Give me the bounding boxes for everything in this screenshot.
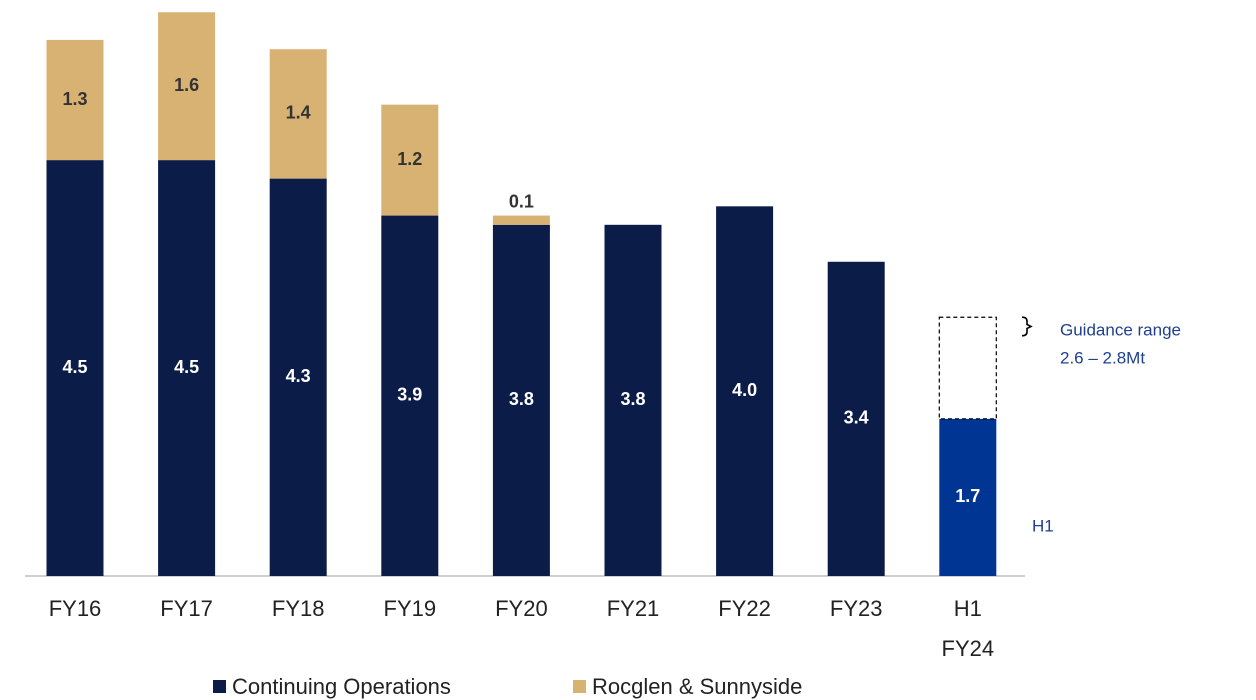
data-label: 1.3 xyxy=(62,89,87,109)
bar-segment xyxy=(492,224,550,576)
x-tick-label: FY23 xyxy=(830,596,883,621)
bar-segment xyxy=(46,160,104,576)
legend-swatch xyxy=(213,680,226,693)
legend-label: Continuing Operations xyxy=(232,674,451,699)
data-label: 4.3 xyxy=(286,366,311,386)
data-label: 3.9 xyxy=(397,385,422,405)
bar-segment xyxy=(269,178,327,576)
x-tick-label: FY22 xyxy=(718,596,771,621)
guidance-label: 2.6 – 2.8Mt xyxy=(1060,348,1145,367)
data-label: 1.4 xyxy=(286,103,311,123)
bar-segment xyxy=(269,49,327,179)
data-label: 3.4 xyxy=(844,408,869,428)
data-label: 3.8 xyxy=(509,389,534,409)
bar-segment xyxy=(158,12,216,161)
data-label: 1.7 xyxy=(955,486,980,506)
legend-label: Rocglen & Sunnyside xyxy=(592,674,802,699)
bar-segment xyxy=(716,206,774,577)
annotation: H1 xyxy=(1032,516,1054,535)
data-label: 1.6 xyxy=(174,75,199,95)
bar-segment xyxy=(492,215,550,225)
x-tick-label: FY17 xyxy=(160,596,213,621)
bar-segment xyxy=(827,261,885,576)
bar-segment xyxy=(939,418,997,576)
data-label: 1.2 xyxy=(397,149,422,169)
bar-segment xyxy=(158,160,216,576)
data-label: 4.0 xyxy=(732,380,757,400)
legend-swatch xyxy=(573,680,586,693)
data-label: 4.5 xyxy=(174,357,199,377)
bar-segment xyxy=(381,215,439,576)
x-tick-label: FY20 xyxy=(495,596,548,621)
bar-segment xyxy=(381,104,439,216)
guidance-label: Guidance range xyxy=(1060,320,1181,339)
guidance-box xyxy=(938,316,997,420)
x-tick-label: H1 FY24 xyxy=(942,596,995,661)
x-tick-label: FY16 xyxy=(49,596,102,621)
x-tick-label: FY21 xyxy=(607,596,660,621)
data-label: 3.8 xyxy=(620,389,645,409)
guidance-bracket xyxy=(1021,316,1033,337)
bar-segment xyxy=(46,39,104,161)
data-label: 4.5 xyxy=(62,357,87,377)
data-label: 0.1 xyxy=(509,191,534,211)
x-tick-label: FY19 xyxy=(384,596,437,621)
x-tick-label: FY18 xyxy=(272,596,325,621)
bar-segment xyxy=(604,224,662,576)
